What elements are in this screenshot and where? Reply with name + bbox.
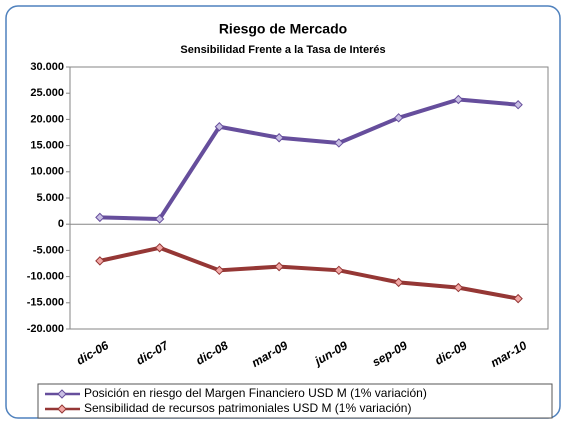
y-tick-label: -20.000 bbox=[27, 323, 64, 335]
point-marker bbox=[214, 122, 225, 132]
y-tick-label: -5.000 bbox=[33, 244, 64, 256]
legend-marker bbox=[57, 404, 67, 414]
point-marker bbox=[453, 282, 464, 293]
point-marker bbox=[214, 265, 225, 276]
y-tick-label: -15.000 bbox=[27, 297, 64, 309]
y-tick-label: 0 bbox=[58, 218, 64, 230]
point-marker bbox=[513, 293, 523, 304]
point-marker bbox=[334, 265, 344, 276]
point-marker bbox=[393, 277, 404, 288]
y-tick-label: 10.000 bbox=[30, 166, 64, 178]
y-tick-label: 5.000 bbox=[36, 192, 64, 204]
legend-marker bbox=[57, 389, 67, 399]
legend-label: Sensibilidad de recursos patrimoniales U… bbox=[84, 401, 411, 415]
point-marker bbox=[334, 138, 344, 148]
y-tick-label: 30.000 bbox=[30, 61, 64, 73]
y-tick-label: 20.000 bbox=[30, 113, 64, 125]
point-marker bbox=[274, 133, 284, 143]
chart-subtitle: Sensibilidad Frente a la Tasa de Interés bbox=[180, 44, 385, 56]
series-line bbox=[99, 97, 519, 221]
point-marker bbox=[513, 100, 523, 110]
point-marker bbox=[95, 212, 105, 223]
y-tick-label: 15.000 bbox=[30, 140, 64, 152]
legend-label: Posición en riesgo del Margen Financiero… bbox=[84, 386, 427, 400]
point-marker bbox=[95, 256, 105, 266]
legend-box bbox=[37, 383, 553, 419]
point-marker bbox=[393, 113, 404, 123]
chart-title: Riesgo de Mercado bbox=[219, 21, 347, 37]
point-marker bbox=[274, 261, 284, 272]
series-line bbox=[99, 245, 519, 301]
point-marker bbox=[154, 214, 165, 224]
y-tick-label: 25.000 bbox=[30, 87, 64, 99]
y-tick-label: -10.000 bbox=[27, 271, 64, 283]
point-marker bbox=[453, 94, 464, 105]
point-marker bbox=[154, 243, 165, 253]
